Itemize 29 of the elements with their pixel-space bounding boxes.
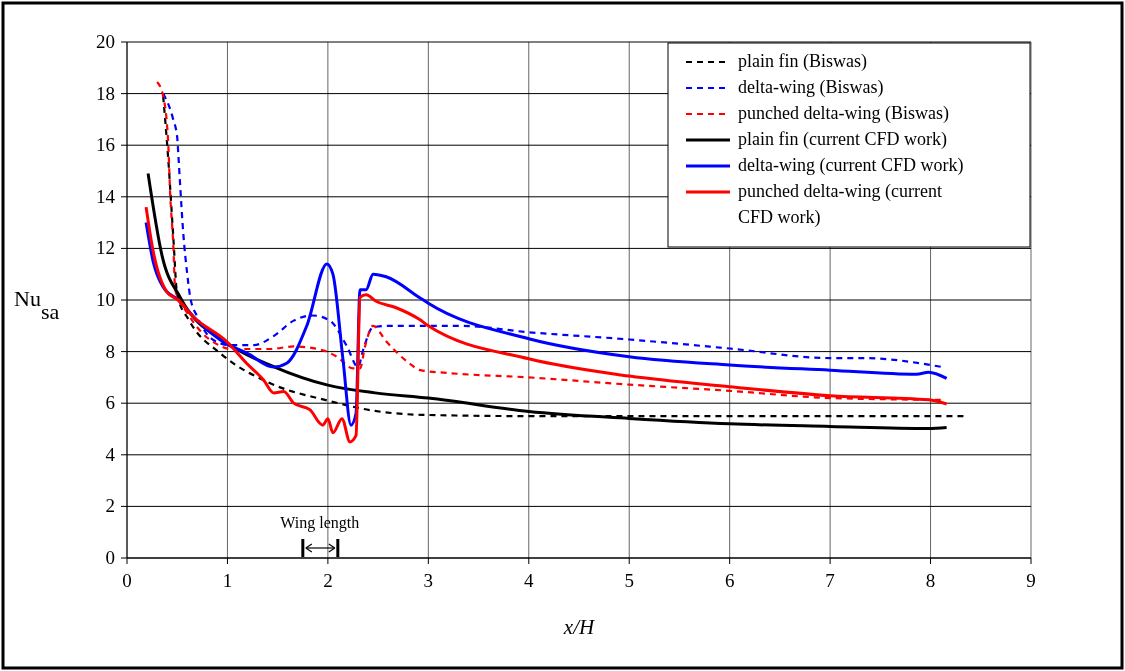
y-tick-label: 20 bbox=[96, 31, 115, 52]
y-tick-label: 18 bbox=[96, 82, 115, 104]
x-tick-label: 2 bbox=[323, 570, 333, 591]
y-tick-label: 16 bbox=[96, 134, 115, 156]
y-tick-label: 6 bbox=[105, 392, 115, 414]
x-tick-label: 5 bbox=[624, 570, 634, 591]
y-tick-label: 8 bbox=[105, 340, 115, 362]
annotation: Wing length bbox=[280, 514, 360, 532]
x-tick-label: 7 bbox=[825, 570, 835, 591]
x-tick-label: 0 bbox=[122, 570, 132, 591]
legend-label: delta-wing (Biswas) bbox=[738, 77, 884, 98]
x-tick-label: 8 bbox=[925, 570, 936, 591]
legend-label: delta-wing (current CFD work) bbox=[738, 155, 964, 176]
legend-label: punched delta-wing (current CFD work) bbox=[738, 181, 942, 228]
x-axis-title: x/H bbox=[562, 615, 596, 639]
x-tick-label: 3 bbox=[423, 570, 434, 591]
y-tick-label: 12 bbox=[96, 237, 115, 259]
legend-label: punched delta-wing (Biswas) bbox=[738, 103, 949, 124]
x-tick-label: 6 bbox=[724, 570, 735, 591]
y-tick-label: 4 bbox=[105, 443, 116, 465]
y-tick-label: 0 bbox=[105, 547, 115, 568]
x-tick-label: 9 bbox=[1026, 570, 1036, 591]
y-tick-label: 2 bbox=[105, 495, 115, 517]
x-tick-label: 1 bbox=[222, 570, 233, 591]
legend-label: plain fin (Biswas) bbox=[738, 51, 867, 72]
y-tick-label: 14 bbox=[96, 185, 116, 207]
x-tick-label: 4 bbox=[524, 570, 535, 591]
y-tick-label: 10 bbox=[96, 289, 115, 310]
legend-label: plain fin (current CFD work) bbox=[738, 129, 947, 150]
